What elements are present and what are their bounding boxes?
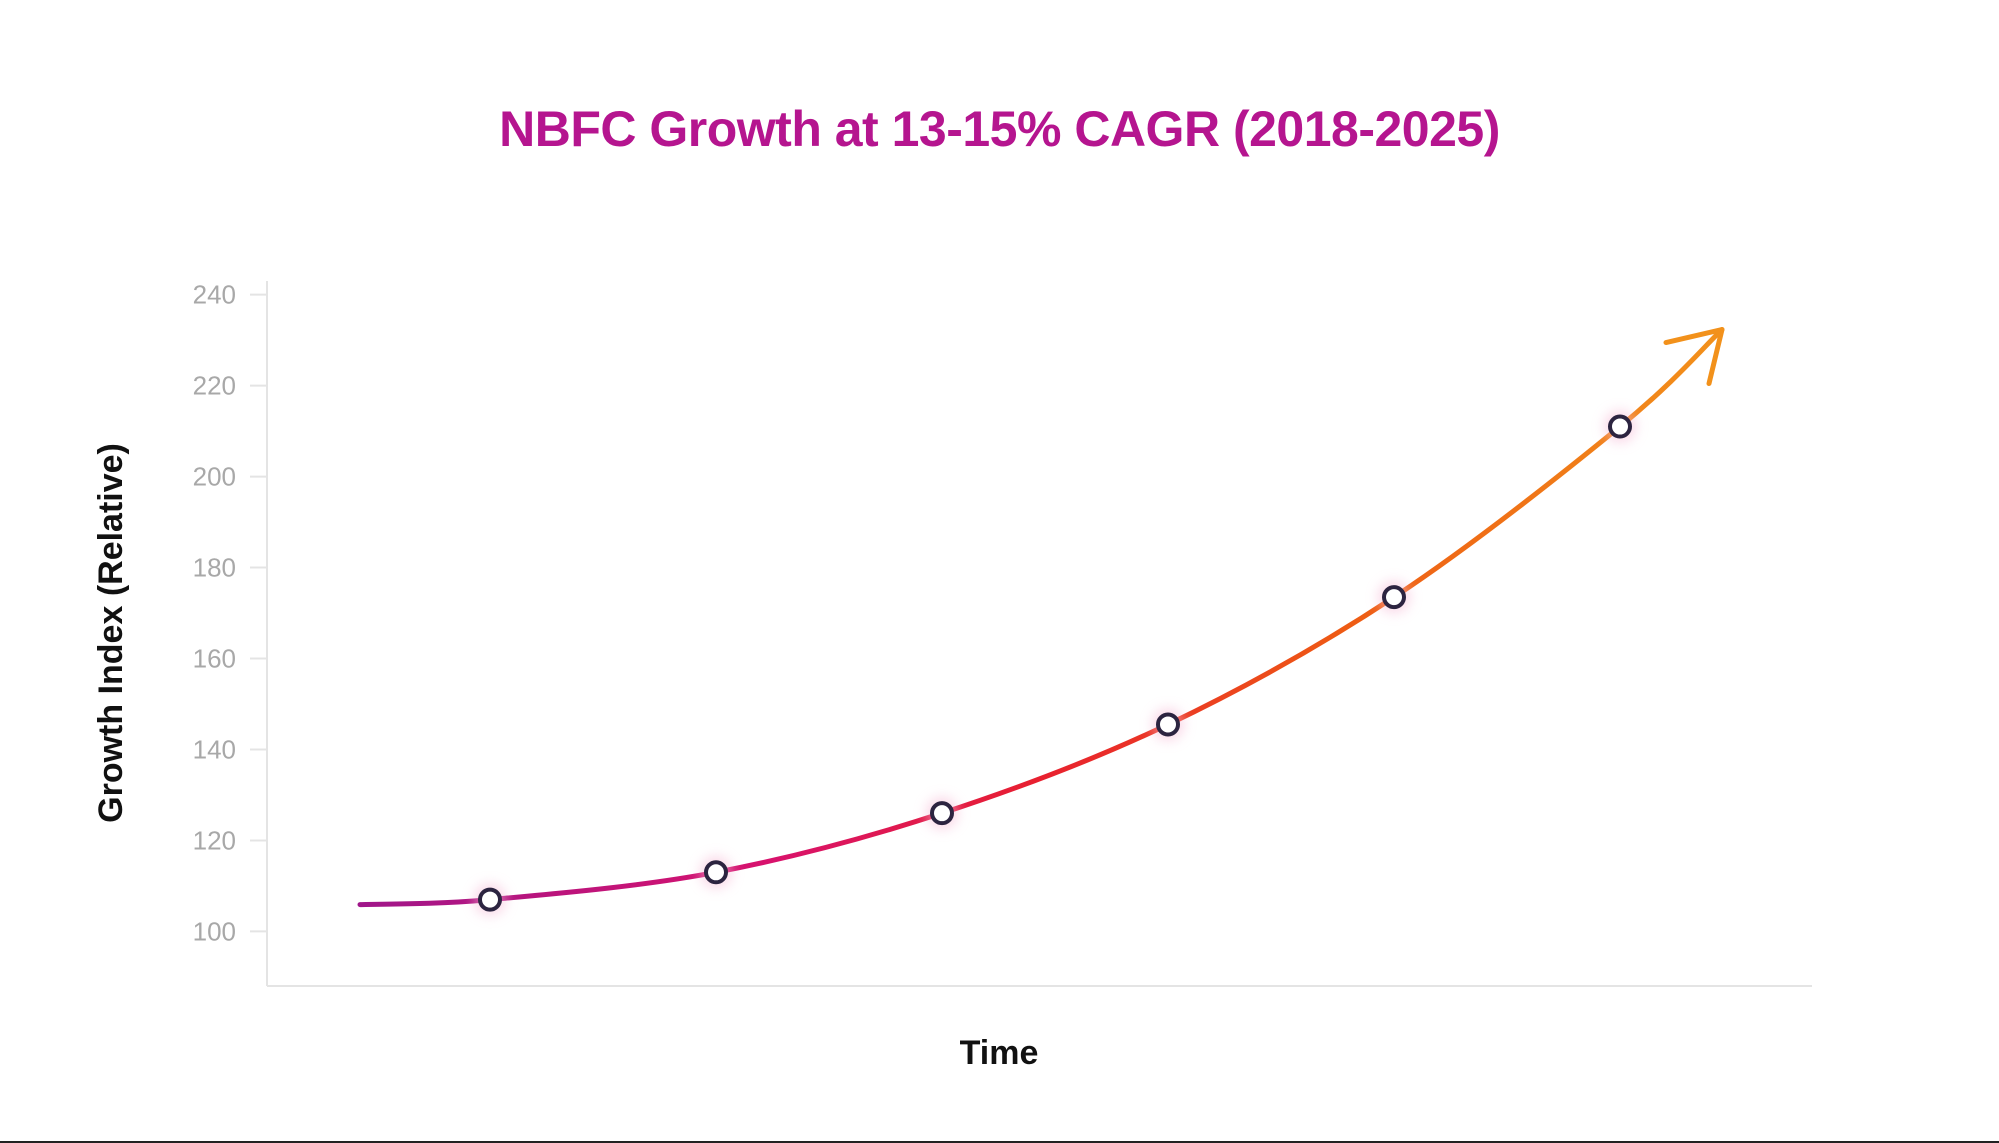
y-axis-ticks: 100 120 140 160 180 200 220 240 — [193, 280, 267, 946]
y-tick-label: 100 — [193, 916, 236, 946]
y-tick-label: 240 — [193, 280, 236, 310]
data-points — [474, 410, 1636, 916]
data-point — [1382, 585, 1406, 610]
y-tick-label: 220 — [193, 371, 236, 401]
data-point — [704, 860, 728, 885]
y-axis-title: Growth Index (Relative) — [92, 443, 130, 823]
data-point — [1608, 414, 1632, 439]
data-point — [1156, 712, 1180, 737]
data-point — [930, 801, 954, 826]
series-line — [357, 327, 1725, 908]
trend-arrow-head — [1663, 327, 1725, 387]
bottom-divider — [0, 1141, 1999, 1143]
x-axis-title: Time — [960, 1034, 1039, 1072]
data-point — [478, 887, 502, 912]
y-tick-label: 160 — [193, 644, 236, 674]
y-tick-label: 180 — [193, 553, 236, 583]
y-tick-label: 120 — [193, 825, 236, 855]
y-tick-label: 140 — [193, 734, 236, 764]
y-tick-label: 200 — [193, 462, 236, 492]
chart-title: NBFC Growth at 13-15% CAGR (2018-2025) — [499, 101, 1500, 157]
